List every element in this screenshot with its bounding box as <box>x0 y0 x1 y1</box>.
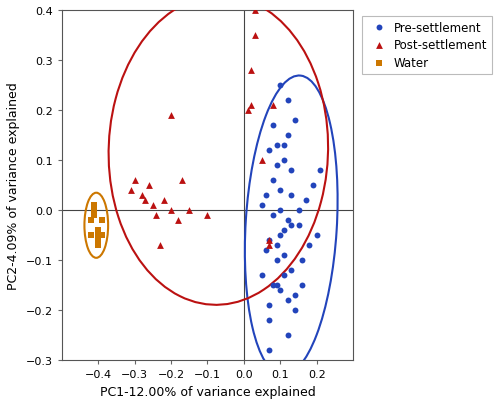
Pre-settlement <box>266 237 274 244</box>
Post-settlement <box>156 243 164 249</box>
Pre-settlement <box>284 297 292 304</box>
Pre-settlement <box>272 243 280 249</box>
Post-settlement <box>174 217 182 224</box>
Pre-settlement <box>298 282 306 289</box>
Post-settlement <box>204 213 212 219</box>
Pre-settlement <box>312 232 320 239</box>
Pre-settlement <box>294 207 302 214</box>
Pre-settlement <box>258 202 266 209</box>
Pre-settlement <box>266 347 274 354</box>
Pre-settlement <box>280 158 288 164</box>
Pre-settlement <box>287 267 295 274</box>
Water <box>87 217 95 224</box>
Pre-settlement <box>287 222 295 229</box>
Post-settlement <box>167 113 175 119</box>
Post-settlement <box>247 68 255 74</box>
Water <box>98 232 106 239</box>
Pre-settlement <box>272 258 280 264</box>
Pre-settlement <box>316 168 324 174</box>
Pre-settlement <box>291 117 299 124</box>
Pre-settlement <box>269 123 277 129</box>
Pre-settlement <box>272 143 280 149</box>
Post-settlement <box>269 102 277 109</box>
Pre-settlement <box>276 288 284 294</box>
Pre-settlement <box>276 83 284 89</box>
Post-settlement <box>127 188 135 194</box>
Pre-settlement <box>280 273 288 279</box>
Pre-settlement <box>276 232 284 239</box>
Water <box>90 207 98 214</box>
Water <box>94 237 102 244</box>
Pre-settlement <box>272 162 280 169</box>
Water <box>87 232 95 239</box>
Pre-settlement <box>298 258 306 264</box>
Pre-settlement <box>269 213 277 219</box>
Pre-settlement <box>294 222 302 229</box>
Legend: Pre-settlement, Post-settlement, Water: Pre-settlement, Post-settlement, Water <box>362 17 492 75</box>
Pre-settlement <box>284 217 292 224</box>
Pre-settlement <box>272 282 280 289</box>
Post-settlement <box>160 198 168 204</box>
Post-settlement <box>130 177 138 184</box>
Pre-settlement <box>276 188 284 194</box>
Pre-settlement <box>266 303 274 309</box>
X-axis label: PC1-12.00% of variance explained: PC1-12.00% of variance explained <box>100 385 316 398</box>
Pre-settlement <box>280 252 288 259</box>
Water <box>94 243 102 249</box>
Post-settlement <box>152 213 160 219</box>
Post-settlement <box>149 202 157 209</box>
Post-settlement <box>145 183 153 189</box>
Water <box>98 217 106 224</box>
Pre-settlement <box>287 168 295 174</box>
Post-settlement <box>178 177 186 184</box>
Post-settlement <box>185 207 193 214</box>
Pre-settlement <box>258 273 266 279</box>
Pre-settlement <box>291 307 299 314</box>
Pre-settlement <box>302 198 310 204</box>
Pre-settlement <box>269 177 277 184</box>
Post-settlement <box>266 243 274 249</box>
Pre-settlement <box>291 292 299 299</box>
Post-settlement <box>142 198 150 204</box>
Pre-settlement <box>284 132 292 139</box>
Pre-settlement <box>266 318 274 324</box>
Pre-settlement <box>262 247 270 254</box>
Water <box>90 202 98 209</box>
Pre-settlement <box>284 333 292 339</box>
Pre-settlement <box>284 98 292 104</box>
Water <box>94 228 102 234</box>
Water <box>90 213 98 219</box>
Pre-settlement <box>306 243 314 249</box>
Pre-settlement <box>276 207 284 214</box>
Pre-settlement <box>287 192 295 199</box>
Post-settlement <box>247 102 255 109</box>
Pre-settlement <box>309 183 317 189</box>
Pre-settlement <box>280 228 288 234</box>
Post-settlement <box>167 207 175 214</box>
Post-settlement <box>251 33 259 39</box>
Post-settlement <box>244 108 252 114</box>
Y-axis label: PC2-4.09% of variance explained: PC2-4.09% of variance explained <box>7 82 20 289</box>
Post-settlement <box>258 158 266 164</box>
Pre-settlement <box>262 192 270 199</box>
Water <box>94 232 102 239</box>
Post-settlement <box>251 8 259 14</box>
Pre-settlement <box>280 143 288 149</box>
Post-settlement <box>266 237 274 244</box>
Pre-settlement <box>269 282 277 289</box>
Post-settlement <box>138 192 146 199</box>
Pre-settlement <box>266 147 274 154</box>
